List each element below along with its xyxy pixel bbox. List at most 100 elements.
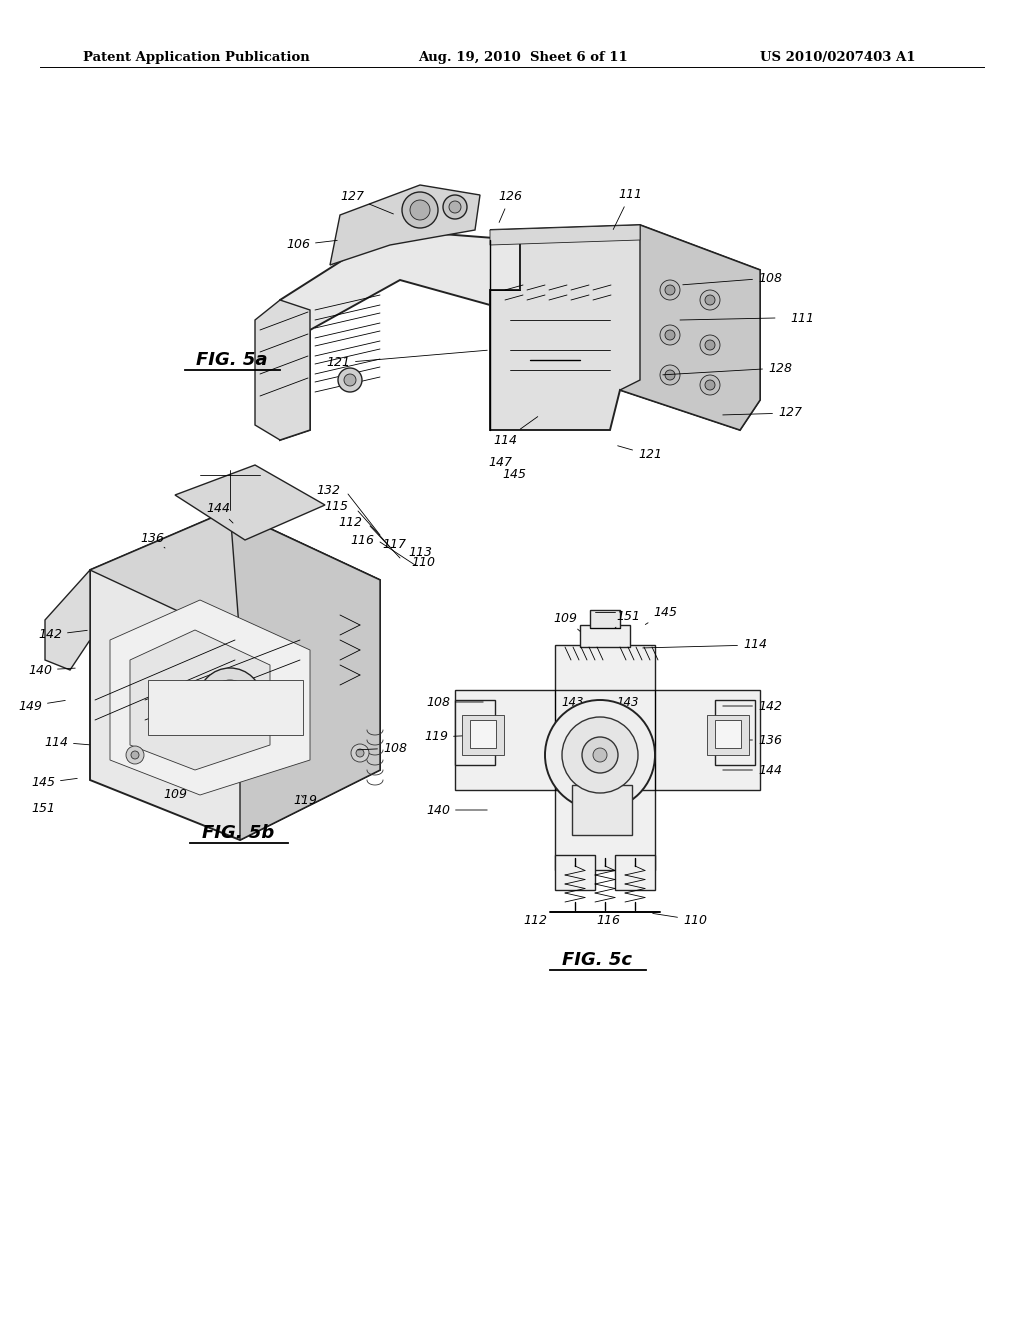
Text: 151: 151 — [31, 801, 55, 814]
Text: 109: 109 — [553, 611, 580, 631]
Circle shape — [660, 325, 680, 345]
Bar — [462, 715, 504, 755]
Bar — [707, 715, 749, 755]
Circle shape — [356, 748, 364, 756]
Text: 144: 144 — [206, 502, 233, 523]
Circle shape — [700, 290, 720, 310]
Polygon shape — [280, 230, 520, 440]
Text: 132: 132 — [316, 483, 340, 496]
Text: FIG. 5a: FIG. 5a — [197, 351, 267, 370]
Circle shape — [660, 280, 680, 300]
Circle shape — [338, 368, 362, 392]
Polygon shape — [620, 224, 760, 430]
Polygon shape — [330, 185, 480, 265]
Text: 147: 147 — [488, 457, 512, 470]
Circle shape — [351, 744, 369, 762]
Text: 121: 121 — [617, 446, 662, 462]
Text: 119: 119 — [424, 730, 480, 743]
Circle shape — [705, 294, 715, 305]
Text: 121: 121 — [326, 350, 487, 370]
Bar — [455, 690, 760, 789]
Circle shape — [402, 191, 438, 228]
Circle shape — [222, 692, 238, 708]
Circle shape — [131, 751, 139, 759]
Circle shape — [705, 341, 715, 350]
Bar — [555, 645, 655, 870]
Circle shape — [700, 335, 720, 355]
Text: 149: 149 — [18, 700, 66, 713]
Bar — [148, 680, 303, 735]
Text: 116: 116 — [350, 533, 374, 546]
Polygon shape — [255, 300, 310, 440]
Bar — [590, 610, 620, 628]
Circle shape — [660, 366, 680, 385]
Bar — [572, 785, 632, 836]
Bar — [715, 700, 755, 766]
Circle shape — [410, 201, 430, 220]
Text: 112: 112 — [338, 516, 362, 529]
Text: 140: 140 — [426, 804, 487, 817]
Bar — [580, 624, 630, 647]
Text: US 2010/0207403 A1: US 2010/0207403 A1 — [760, 50, 915, 63]
Text: 112: 112 — [523, 913, 547, 927]
Text: 140: 140 — [28, 664, 75, 676]
Text: 142: 142 — [38, 628, 87, 642]
Text: 114: 114 — [643, 639, 767, 652]
Text: 110: 110 — [652, 913, 707, 927]
Text: Aug. 19, 2010  Sheet 6 of 11: Aug. 19, 2010 Sheet 6 of 11 — [418, 50, 628, 63]
Text: 143: 143 — [616, 697, 639, 710]
Circle shape — [582, 737, 618, 774]
Text: 127: 127 — [340, 190, 393, 214]
Text: 142: 142 — [723, 700, 782, 713]
Text: 109: 109 — [163, 788, 187, 801]
Polygon shape — [90, 510, 380, 640]
Polygon shape — [90, 510, 380, 840]
Text: FIG. 5b: FIG. 5b — [202, 824, 274, 842]
Polygon shape — [110, 601, 310, 795]
Text: 128: 128 — [663, 362, 792, 375]
Bar — [715, 719, 741, 748]
Text: 114: 114 — [493, 417, 538, 446]
Circle shape — [700, 375, 720, 395]
Text: 108: 108 — [426, 696, 483, 709]
Circle shape — [665, 330, 675, 341]
Polygon shape — [175, 465, 325, 540]
Bar — [455, 700, 495, 766]
Text: Patent Application Publication: Patent Application Publication — [83, 50, 309, 63]
Text: 136: 136 — [140, 532, 165, 548]
Text: 143: 143 — [562, 697, 585, 710]
Text: 116: 116 — [596, 913, 620, 927]
Text: 115: 115 — [324, 500, 348, 513]
Bar — [555, 855, 595, 890]
Text: 110: 110 — [411, 557, 435, 569]
Text: 113: 113 — [408, 545, 432, 558]
Polygon shape — [230, 510, 380, 840]
Text: 151: 151 — [615, 610, 640, 628]
Text: 117: 117 — [382, 539, 406, 552]
Circle shape — [344, 374, 356, 385]
Text: 126: 126 — [498, 190, 522, 223]
Circle shape — [443, 195, 467, 219]
Text: FIG. 5c: FIG. 5c — [562, 950, 632, 969]
Bar — [470, 719, 496, 748]
Text: 127: 127 — [723, 407, 802, 420]
Circle shape — [665, 370, 675, 380]
Polygon shape — [490, 224, 640, 246]
Polygon shape — [45, 570, 90, 671]
Text: 106: 106 — [286, 239, 337, 252]
Text: 145: 145 — [502, 469, 526, 482]
Text: 111: 111 — [790, 312, 814, 325]
Circle shape — [665, 285, 675, 294]
Text: 145: 145 — [31, 776, 77, 789]
Text: 136: 136 — [723, 734, 782, 747]
Circle shape — [705, 380, 715, 389]
Circle shape — [593, 748, 607, 762]
Text: 108: 108 — [357, 742, 407, 755]
Circle shape — [198, 668, 262, 733]
Bar — [615, 855, 655, 890]
Text: 145: 145 — [645, 606, 677, 624]
Circle shape — [210, 680, 250, 719]
Text: 119: 119 — [293, 793, 317, 807]
Polygon shape — [130, 630, 270, 770]
Circle shape — [126, 746, 144, 764]
